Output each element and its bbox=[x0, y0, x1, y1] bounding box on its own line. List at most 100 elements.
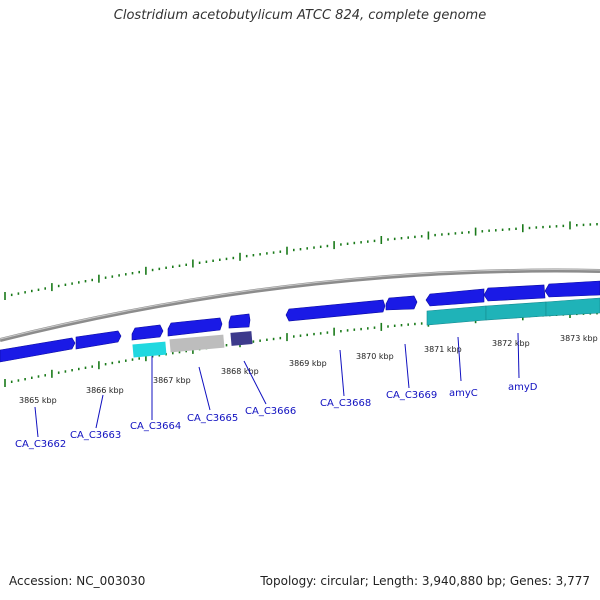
minor-tick bbox=[266, 252, 268, 255]
minor-tick bbox=[17, 379, 20, 382]
minor-tick bbox=[407, 236, 409, 239]
gene-label-ca-c3663[interactable]: CA_C3663 bbox=[70, 430, 121, 441]
major-tick bbox=[522, 224, 524, 233]
minor-tick bbox=[549, 225, 551, 228]
minor-tick bbox=[360, 241, 362, 244]
minor-tick bbox=[272, 337, 275, 341]
minor-tick bbox=[279, 250, 282, 253]
gene-arrow-ca-c3663[interactable] bbox=[75, 330, 122, 350]
minor-tick bbox=[373, 239, 376, 243]
feature-cyan-ca-c3664[interactable] bbox=[132, 341, 167, 358]
minor-tick bbox=[31, 376, 33, 379]
gene-arrow-next[interactable] bbox=[544, 280, 600, 298]
major-tick bbox=[474, 227, 477, 236]
minor-tick bbox=[387, 325, 389, 328]
minor-tick bbox=[393, 237, 396, 241]
minor-tick bbox=[151, 355, 154, 358]
minor-tick bbox=[131, 358, 134, 361]
major-tick bbox=[145, 266, 147, 275]
gene-arrow-amyc[interactable] bbox=[425, 288, 485, 307]
gene-label-ca-c3664[interactable]: CA_C3664 bbox=[130, 421, 181, 432]
minor-tick bbox=[596, 223, 598, 226]
feature-teal-amyd[interactable] bbox=[485, 301, 547, 321]
feature-gray-ca-c3665[interactable] bbox=[169, 334, 225, 353]
scale-label: 3871 kbp bbox=[424, 345, 462, 354]
scale-label: 3865 kbp bbox=[19, 396, 57, 405]
gene-arrow-ca-c3669[interactable] bbox=[385, 295, 418, 311]
minor-tick bbox=[31, 289, 33, 293]
minor-tick bbox=[367, 327, 369, 330]
minor-tick bbox=[24, 378, 26, 381]
minor-tick bbox=[111, 361, 114, 365]
gene-arrow-ca-c3662[interactable] bbox=[0, 337, 76, 363]
scale-label: 3868 kbp bbox=[221, 367, 259, 376]
minor-tick bbox=[353, 241, 356, 245]
minor-tick bbox=[44, 374, 46, 377]
major-tick bbox=[239, 252, 241, 261]
minor-tick bbox=[172, 351, 174, 355]
minor-tick bbox=[542, 225, 544, 229]
minor-tick bbox=[387, 238, 389, 241]
minor-tick bbox=[259, 339, 261, 342]
minor-tick bbox=[10, 380, 13, 383]
minor-tick bbox=[78, 281, 80, 284]
major-tick bbox=[380, 236, 383, 244]
label-leaders bbox=[34, 332, 520, 438]
major-tick bbox=[286, 246, 288, 255]
minor-tick bbox=[299, 248, 302, 251]
major-tick bbox=[98, 274, 100, 283]
minor-tick bbox=[367, 240, 369, 243]
gene-arrow-ca-c3664[interactable] bbox=[131, 324, 164, 341]
feature-teal-amyc[interactable] bbox=[426, 305, 487, 326]
minor-tick bbox=[346, 329, 349, 332]
minor-tick bbox=[178, 350, 181, 354]
minor-tick bbox=[293, 335, 295, 338]
minor-tick bbox=[118, 360, 120, 364]
minor-tick bbox=[272, 251, 275, 254]
genome-summary: Topology: circular; Length: 3,940,880 bp… bbox=[260, 574, 590, 588]
gene-label-ca-c3666[interactable]: CA_C3666 bbox=[245, 406, 296, 417]
minor-tick bbox=[212, 259, 214, 262]
scale-label: 3873 kbp bbox=[560, 334, 598, 343]
scale-label: 3869 kbp bbox=[289, 359, 327, 368]
minor-tick bbox=[319, 332, 322, 335]
minor-tick bbox=[313, 332, 315, 336]
gene-label-ca-c3665[interactable]: CA_C3665 bbox=[187, 413, 238, 424]
minor-tick bbox=[138, 270, 140, 274]
minor-tick bbox=[232, 256, 235, 260]
minor-tick bbox=[393, 324, 396, 327]
gene-arrow-ca-c3665[interactable] bbox=[167, 317, 223, 337]
minor-tick bbox=[158, 267, 161, 271]
feature-teal-next[interactable] bbox=[545, 297, 600, 317]
minor-tick bbox=[84, 280, 87, 283]
minor-tick bbox=[151, 268, 154, 272]
minor-tick bbox=[131, 272, 134, 275]
gene-label-ca-c3669[interactable]: CA_C3669 bbox=[386, 390, 437, 401]
minor-tick bbox=[441, 233, 443, 236]
gene-label-ca-c3662[interactable]: CA_C3662 bbox=[15, 439, 66, 450]
minor-tick bbox=[488, 229, 490, 232]
major-tick bbox=[333, 241, 335, 250]
gene-arrow-ca-c3668[interactable] bbox=[285, 299, 386, 322]
minor-tick bbox=[185, 349, 187, 353]
minor-tick bbox=[198, 261, 201, 264]
minor-tick bbox=[326, 331, 329, 334]
minor-tick bbox=[420, 322, 423, 325]
minor-tick bbox=[407, 323, 409, 326]
minor-tick bbox=[44, 287, 46, 290]
minor-tick bbox=[78, 367, 80, 371]
gene-label-amyc[interactable]: amyC bbox=[449, 388, 478, 399]
feature-purple-ca-c3666[interactable] bbox=[230, 331, 253, 346]
minor-tick bbox=[111, 275, 114, 278]
minor-tick bbox=[91, 365, 93, 368]
minor-tick bbox=[582, 223, 585, 227]
gene-label-ca-c3668[interactable]: CA_C3668 bbox=[320, 398, 371, 409]
minor-tick bbox=[515, 227, 517, 230]
minor-tick bbox=[420, 235, 423, 238]
map-title: Clostridium acetobutylicum ATCC 824, com… bbox=[113, 8, 487, 23]
minor-tick bbox=[400, 237, 403, 240]
gene-arrow-ca-c3666[interactable] bbox=[228, 313, 251, 329]
gene-arrow-amyd[interactable] bbox=[483, 284, 546, 302]
gene-label-amyd[interactable]: amyD bbox=[508, 382, 538, 393]
